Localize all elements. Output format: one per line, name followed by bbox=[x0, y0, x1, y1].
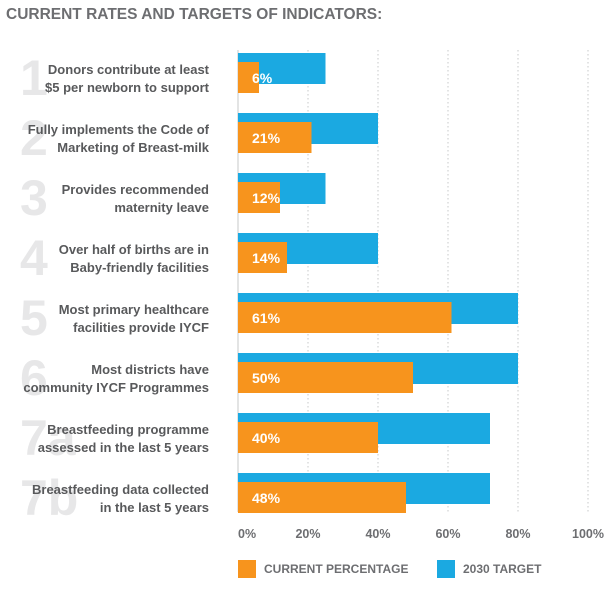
bars: 6% 21% 12% 14% 61% 50% 40% 48% bbox=[238, 53, 518, 513]
x-tick-label: 20% bbox=[295, 527, 320, 541]
x-tick-label: 60% bbox=[435, 527, 460, 541]
category-labels: Donors contribute at least $5 per newborn… bbox=[23, 62, 209, 515]
indicator-number: 1 bbox=[20, 50, 48, 106]
legend-swatch-target bbox=[437, 560, 455, 578]
category-label: Fully implements the Code of bbox=[28, 122, 210, 137]
category-label: Donors contribute at least bbox=[48, 62, 210, 77]
current-bar bbox=[238, 62, 259, 93]
x-tick-label: 100% bbox=[572, 527, 604, 541]
current-value-label: 40% bbox=[252, 430, 281, 446]
current-value-label: 14% bbox=[252, 250, 281, 266]
category-label: Over half of births are in bbox=[59, 242, 209, 257]
category-label: maternity leave bbox=[114, 200, 209, 215]
category-label: Baby-friendly facilities bbox=[70, 260, 209, 275]
category-label: facilities provide IYCF bbox=[73, 320, 209, 335]
legend-item-current: CURRENT PERCENTAGE bbox=[238, 560, 408, 578]
current-bar bbox=[238, 302, 452, 333]
current-bar bbox=[238, 422, 378, 453]
legend-label-target: 2030 TARGET bbox=[463, 562, 542, 576]
category-label: Provides recommended bbox=[62, 182, 209, 197]
current-bar bbox=[238, 482, 406, 513]
category-label: Most districts have bbox=[91, 362, 209, 377]
indicator-number: 6 bbox=[20, 350, 48, 406]
current-bar bbox=[238, 362, 413, 393]
indicator-number: 7b bbox=[20, 470, 78, 526]
category-label: Marketing of Breast-milk bbox=[57, 140, 209, 155]
indicator-number: 2 bbox=[20, 110, 48, 166]
indicator-number: 3 bbox=[20, 170, 48, 226]
current-bar bbox=[238, 182, 280, 213]
legend-item-target: 2030 TARGET bbox=[437, 560, 541, 578]
current-bar bbox=[238, 242, 287, 273]
current-value-label: 6% bbox=[252, 70, 273, 86]
indicator-number: 5 bbox=[20, 290, 48, 346]
current-value-label: 12% bbox=[252, 190, 281, 206]
indicator-number: 4 bbox=[20, 230, 48, 286]
legend-label-current: CURRENT PERCENTAGE bbox=[264, 562, 409, 576]
current-value-label: 50% bbox=[252, 370, 281, 386]
current-value-label: 48% bbox=[252, 490, 281, 506]
category-label: Breastfeeding data collected bbox=[32, 482, 209, 497]
category-label: in the last 5 years bbox=[100, 500, 209, 515]
category-label: Most primary healthcare bbox=[59, 302, 209, 317]
x-axis-ticks: 0% 20% 40% 60% 80% 100% bbox=[238, 527, 604, 541]
category-label: community IYCF Programmes bbox=[23, 380, 209, 395]
category-label: assessed in the last 5 years bbox=[38, 440, 209, 455]
category-label: Breastfeeding programme bbox=[47, 422, 209, 437]
x-tick-label: 80% bbox=[505, 527, 530, 541]
x-tick-label: 0% bbox=[238, 527, 256, 541]
category-label: $5 per newborn to support bbox=[45, 80, 210, 95]
indicator-number: 7a bbox=[20, 410, 77, 466]
x-tick-label: 40% bbox=[365, 527, 390, 541]
legend-swatch-current bbox=[238, 560, 256, 578]
current-value-label: 21% bbox=[252, 130, 281, 146]
current-bar bbox=[238, 122, 312, 153]
current-value-label: 61% bbox=[252, 310, 281, 326]
chart-title: CURRENT RATES AND TARGETS OF INDICATORS: bbox=[6, 6, 383, 23]
